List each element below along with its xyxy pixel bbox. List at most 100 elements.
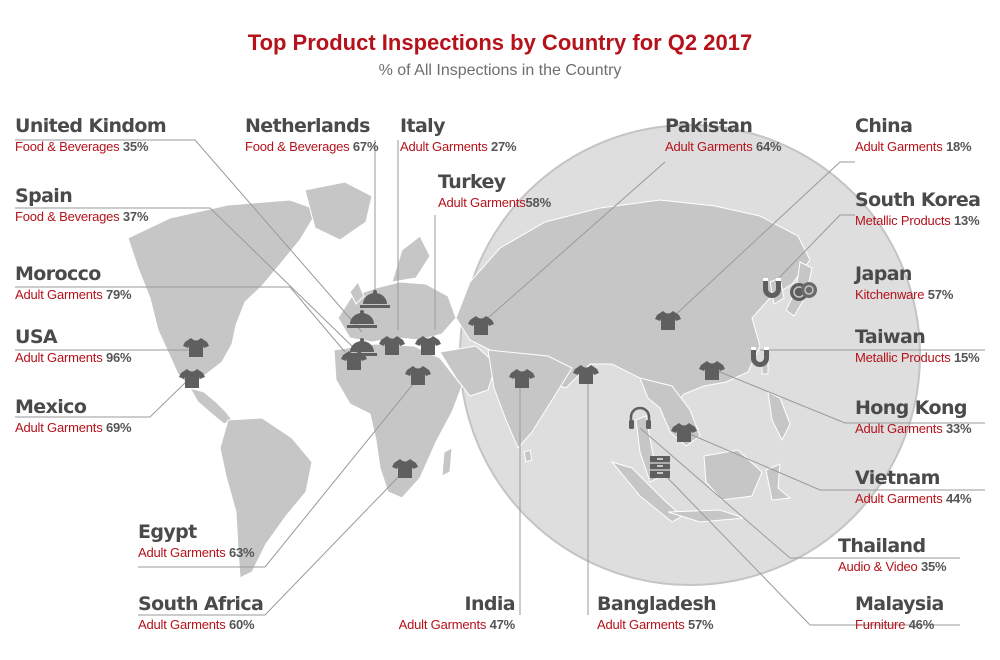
leader-line-vietnam	[684, 431, 985, 491]
category-label: Adult Garments	[138, 545, 226, 560]
category-label: Adult Garments	[665, 139, 753, 154]
country-name: United Kindom	[15, 115, 167, 137]
category-label: Adult Garments	[15, 420, 103, 435]
label-japan: Japan Kitchenware 57%	[855, 262, 953, 303]
country-detail: Adult Garments 64%	[665, 138, 782, 155]
category-label: Furniture	[855, 617, 906, 632]
percent-value: 35%	[122, 139, 149, 154]
leader-line-south-korea	[774, 214, 855, 283]
category-label: Adult Garments	[855, 491, 943, 506]
label-china: China Adult Garments 18%	[855, 114, 972, 155]
country-name: Vietnam	[855, 467, 940, 489]
country-detail: Metallic Products 15%	[855, 349, 980, 366]
country-name: USA	[15, 326, 58, 348]
leader-line-mexico	[15, 377, 191, 418]
country-detail: Audio & Video 35%	[838, 558, 947, 575]
leader-line-egypt	[138, 377, 419, 568]
country-detail: Adult Garments 60%	[138, 616, 263, 633]
percent-value: 37%	[122, 209, 149, 224]
country-name: Hong Kong	[855, 397, 967, 419]
percent-value: 57%	[927, 287, 954, 302]
percent-value: 35%	[920, 559, 947, 574]
percent-value: 58%	[525, 195, 552, 210]
country-detail: Adult Garments 57%	[597, 616, 716, 633]
leader-line-uk	[15, 139, 363, 333]
label-pakistan: Pakistan Adult Garments 64%	[665, 114, 782, 155]
leader-lines	[15, 139, 985, 626]
country-name: Turkey	[438, 171, 506, 193]
category-label: Food & Beverages	[245, 139, 350, 154]
category-label: Adult Garments	[15, 350, 103, 365]
country-detail: Furniture 46%	[855, 616, 944, 633]
country-name: Malaysia	[855, 593, 944, 615]
category-label: Kitchenware	[855, 287, 925, 302]
percent-value: 47%	[489, 617, 516, 632]
category-label: Adult Garments	[438, 195, 526, 210]
country-detail: Adult Garments 33%	[855, 420, 972, 437]
country-detail: Adult Garments 44%	[855, 490, 972, 507]
label-bangladesh: Bangladesh Adult Garments 57%	[597, 592, 717, 633]
leader-line-hong-kong	[714, 369, 985, 424]
country-detail: Kitchenware 57%	[855, 286, 953, 303]
country-name: Bangladesh	[597, 593, 717, 615]
percent-value: 13%	[954, 213, 980, 228]
label-taiwan: Taiwan Metallic Products 15%	[855, 325, 980, 366]
country-detail: Adult Garments 27%	[400, 138, 517, 155]
percent-value: 64%	[755, 139, 782, 154]
country-name: China	[855, 115, 913, 137]
leader-line-thailand	[639, 427, 960, 559]
country-name: Thailand	[838, 535, 926, 557]
country-detail: Adult Garments 63%	[138, 544, 255, 561]
country-detail: Adult Garments 47%	[380, 616, 516, 633]
label-vietnam: Vietnam Adult Garments 44%	[855, 466, 972, 507]
map-title: Top Product Inspections by Country for Q…	[247, 30, 753, 55]
country-name: South Africa	[138, 593, 264, 615]
category-label: Food & Beverages	[15, 139, 120, 154]
country-detail: Adult Garments 18%	[855, 138, 972, 155]
leader-line-pakistan	[487, 161, 666, 319]
category-label: Adult Garments	[15, 287, 103, 302]
percent-value: 79%	[105, 287, 132, 302]
category-label: Adult Garments	[855, 421, 943, 436]
label-usa: USA Adult Garments 96%	[15, 325, 132, 366]
percent-value: 96%	[105, 350, 132, 365]
percent-value: 33%	[945, 421, 972, 436]
percent-value: 15%	[954, 350, 980, 365]
category-label: Audio & Video	[838, 559, 918, 574]
label-south-africa: South Africa Adult Garments 60%	[138, 592, 264, 633]
label-hong-kong: Hong Kong Adult Garments 33%	[855, 396, 972, 437]
label-south-korea: South Korea Metallic Products 13%	[855, 188, 981, 229]
label-india: India Adult Garments 47%	[380, 592, 516, 633]
percent-value: 18%	[945, 139, 972, 154]
label-egypt: Egypt Adult Garments 63%	[138, 520, 255, 561]
country-detail: Food & Beverages 35%	[15, 138, 166, 155]
label-turkey: Turkey Adult Garments58%	[438, 170, 551, 211]
country-name: Italy	[400, 115, 445, 137]
country-name: Netherlands	[245, 115, 370, 137]
percent-value: 44%	[945, 491, 972, 506]
label-mexico: Mexico Adult Garments 69%	[15, 395, 132, 436]
country-name: Pakistan	[665, 115, 753, 137]
percent-value: 69%	[105, 420, 132, 435]
leader-line-spain	[15, 207, 357, 351]
label-morocco: Morocco Adult Garments 79%	[15, 262, 132, 303]
percent-value: 67%	[352, 139, 379, 154]
country-name: Taiwan	[855, 326, 926, 348]
country-name: Mexico	[15, 396, 87, 418]
country-name: South Korea	[855, 189, 981, 211]
category-label: Metallic Products	[855, 213, 951, 228]
label-uk: United Kindom Food & Beverages 35%	[15, 114, 167, 155]
label-thailand: Thailand Audio & Video 35%	[838, 534, 947, 575]
leader-line-south-africa	[138, 469, 406, 616]
country-detail: Adult Garments 69%	[15, 419, 132, 436]
map-subtitle: % of All Inspections in the Country	[378, 62, 622, 79]
label-malaysia: Malaysia Furniture 46%	[855, 592, 944, 633]
percent-value: 60%	[228, 617, 255, 632]
country-name: Morocco	[15, 263, 101, 285]
country-name: India	[464, 593, 515, 615]
category-label: Adult Garments	[400, 139, 488, 154]
country-detail: Adult Garments 79%	[15, 286, 132, 303]
country-name: Japan	[855, 263, 912, 285]
country-detail: Metallic Products 13%	[855, 212, 980, 229]
